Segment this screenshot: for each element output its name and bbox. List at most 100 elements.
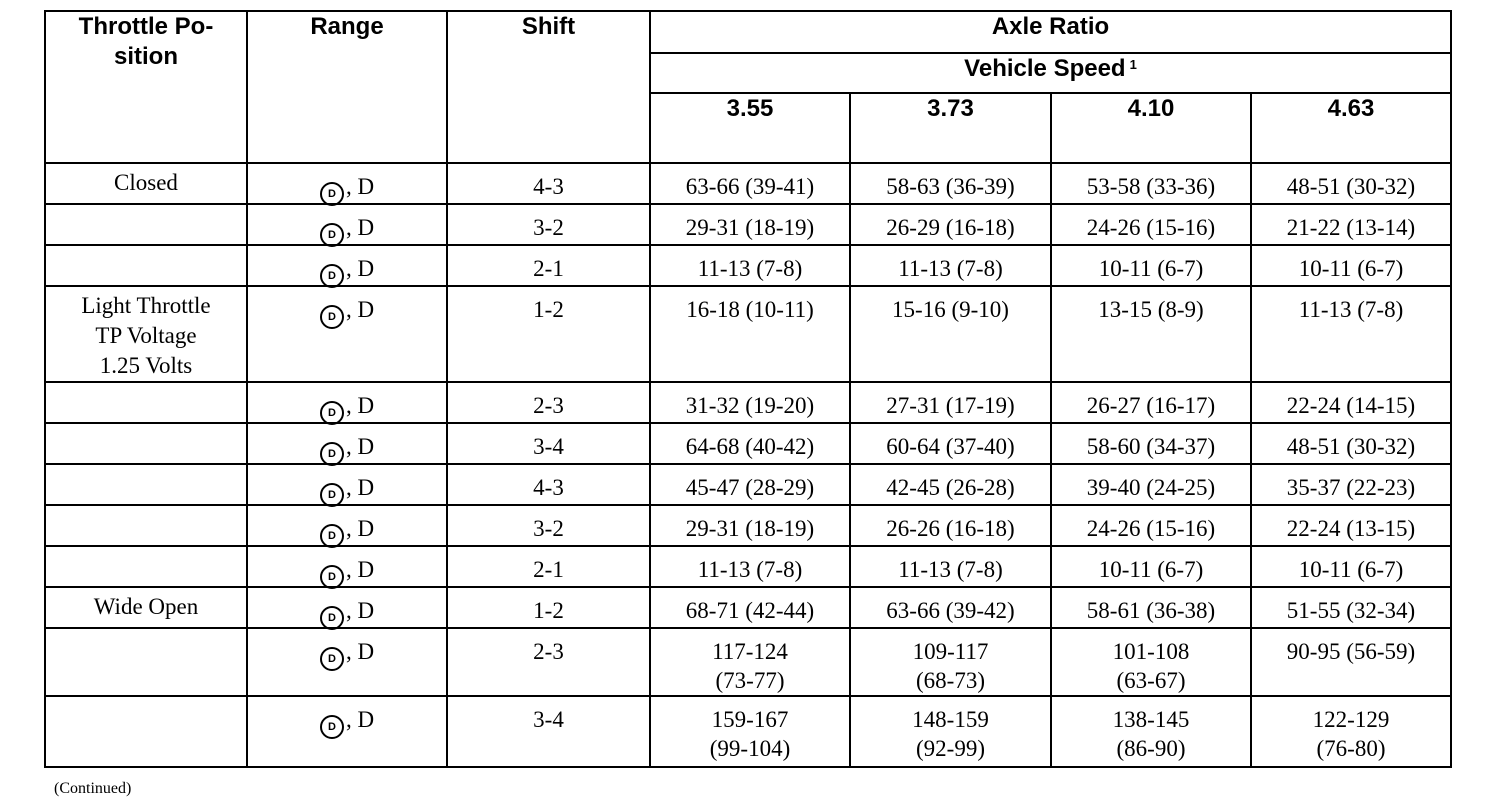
vehicle-speed-cell: 53-58 (33-36) [1050,162,1252,205]
throttle-position-cell [44,463,248,506]
shift-cell: 2-3 [446,381,651,424]
range-label: , D [345,434,375,459]
range-cell: D, D [246,504,448,548]
axle-ratio-3-73: 3.73 [849,92,1052,164]
range-cell: D, D [246,422,448,466]
vehicle-speed-label: Vehicle Speed [964,55,1126,82]
vehicle-speed-cell: 109-117 (68-73) [849,627,1052,697]
range-label: , D [345,393,375,418]
vehicle-speed-cell: 26-27 (16-17) [1050,381,1252,424]
overdrive-d-icon: D [319,606,344,630]
range-label: , D [345,516,375,541]
vehicle-speed-cell: 11-13 (7-8) [1250,285,1452,383]
range-label: , D [345,598,375,623]
table-row: D, D 3-4 159-167 (99-104) 148-159 (92-99) 13… [44,695,1452,768]
shift-cell: 3-2 [446,504,651,547]
table-row: Closed D, D 4-3 63-66 (39-41) 58-63 (36-39) 5… [44,162,1452,206]
vehicle-speed-cell: 31-32 (19-20) [649,381,851,424]
throttle-position-cell: Closed [44,162,248,205]
vehicle-speed-cell: 63-66 (39-41) [649,162,851,205]
vehicle-speed-cell: 22-24 (14-15) [1250,381,1452,424]
vehicle-speed-cell: 63-66 (39-42) [849,586,1052,629]
vehicle-speed-cell: 58-60 (34-37) [1050,422,1252,465]
vehicle-speed-cell: 101-108 (63-67) [1050,627,1252,697]
vehicle-speed-cell: 22-24 (13-15) [1250,504,1452,547]
table-body: Closed D, D 4-3 63-66 (39-41) 58-63 (36-39) 5… [44,162,1452,768]
axle-ratio-4-10: 4.10 [1050,92,1252,164]
shift-cell: 3-4 [446,422,651,465]
table-row: D, D 3-2 29-31 (18-19) 26-26 (16-18) 24-26 (… [44,504,1452,548]
vehicle-speed-cell: 58-61 (36-38) [1050,586,1252,629]
table-row: D, D 2-1 11-13 (7-8) 11-13 (7-8) 10-11 (6-7)… [44,545,1452,589]
throttle-position-cell [44,627,248,697]
vehicle-speed-cell: 11-13 (7-8) [849,545,1052,588]
vehicle-speed-cell: 159-167 (99-104) [649,695,851,768]
vehicle-speed-cell: 21-22 (13-14) [1250,203,1452,246]
vehicle-speed-cell: 10-11 (6-7) [1250,244,1452,287]
range-label: , D [345,557,375,582]
range-cell: D, D [246,545,448,589]
shift-cell: 1-2 [446,586,651,629]
axle-ratio-4-63: 4.63 [1250,92,1452,164]
table-row: Wide Open D, D 1-2 68-71 (42-44) 63-66 (39-4… [44,586,1452,630]
vehicle-speed-cell: 51-55 (32-34) [1250,586,1452,629]
range-label: , D [345,639,375,664]
overdrive-d-icon: D [319,483,344,507]
axle-ratio-header: Axle Ratio [649,10,1452,54]
range-cell: D, D [246,203,448,247]
vehicle-speed-cell: 64-68 (40-42) [649,422,851,465]
overdrive-d-icon: D [319,401,344,425]
vehicle-speed-cell: 45-47 (28-29) [649,463,851,506]
overdrive-d-icon: D [319,264,344,288]
vehicle-speed-cell: 39-40 (24-25) [1050,463,1252,506]
range-label: , D [345,174,375,199]
vehicle-speed-header: Vehicle Speed 1 [649,52,1452,94]
vehicle-speed-cell: 24-26 (15-16) [1050,203,1252,246]
vehicle-speed-cell: 29-31 (18-19) [649,203,851,246]
vehicle-speed-cell: 148-159 (92-99) [849,695,1052,768]
vehicle-speed-cell: 10-11 (6-7) [1050,244,1252,287]
vehicle-speed-cell: 15-16 (9-10) [849,285,1052,383]
range-label: , D [345,707,375,732]
table-row: Light Throttle TP Voltage 1.25 Volts D, D… [44,285,1452,383]
vehicle-speed-cell: 138-145 (86-90) [1050,695,1252,768]
shift-cell: 1-2 [446,285,651,383]
range-cell: D, D [246,627,448,697]
vehicle-speed-cell: 16-18 (10-11) [649,285,851,383]
shift-speed-table: Throttle Po- sition Range Shift Axle Rat… [44,10,1452,768]
overdrive-d-icon: D [319,524,344,548]
shift-cell: 4-3 [446,463,651,506]
throttle-position-cell [44,545,248,588]
overdrive-d-icon: D [319,182,344,206]
range-cell: D, D [246,381,448,425]
vehicle-speed-footnote-marker: 1 [1129,57,1137,72]
continued-note: (Continued) [54,780,132,797]
vehicle-speed-cell: 10-11 (6-7) [1050,545,1252,588]
vehicle-speed-cell: 24-26 (15-16) [1050,504,1252,547]
vehicle-speed-cell: 60-64 (37-40) [849,422,1052,465]
overdrive-d-icon: D [319,715,344,739]
table-row: D, D 2-3 117-124 (73-77) 109-117 (68-73) 101… [44,627,1452,697]
throttle-position-cell [44,504,248,547]
vehicle-speed-cell: 29-31 (18-19) [649,504,851,547]
table-row: D, D 2-1 11-13 (7-8) 11-13 (7-8) 10-11 (6-7)… [44,244,1452,288]
vehicle-speed-cell: 48-51 (30-32) [1250,162,1452,205]
range-label: , D [345,475,375,500]
range-label: , D [345,297,375,322]
throttle-position-cell: Light Throttle TP Voltage 1.25 Volts [44,285,248,383]
shift-cell: 2-1 [446,545,651,588]
throttle-position-cell [44,203,248,246]
vehicle-speed-cell: 58-63 (36-39) [849,162,1052,205]
table-row: D, D 3-4 64-68 (40-42) 60-64 (37-40) 58-60 (… [44,422,1452,466]
throttle-position-header: Throttle Po- sition [44,10,248,164]
table-row: D, D 4-3 45-47 (28-29) 42-45 (26-28) 39-40 (… [44,463,1452,507]
shift-cell: 3-4 [446,695,651,768]
range-header: Range [246,10,448,164]
vehicle-speed-cell: 11-13 (7-8) [649,244,851,287]
vehicle-speed-cell: 90-95 (56-59) [1250,627,1452,697]
vehicle-speed-cell: 68-71 (42-44) [649,586,851,629]
throttle-position-cell [44,422,248,465]
vehicle-speed-cell: 11-13 (7-8) [849,244,1052,287]
shift-cell: 3-2 [446,203,651,246]
range-label: , D [345,215,375,240]
